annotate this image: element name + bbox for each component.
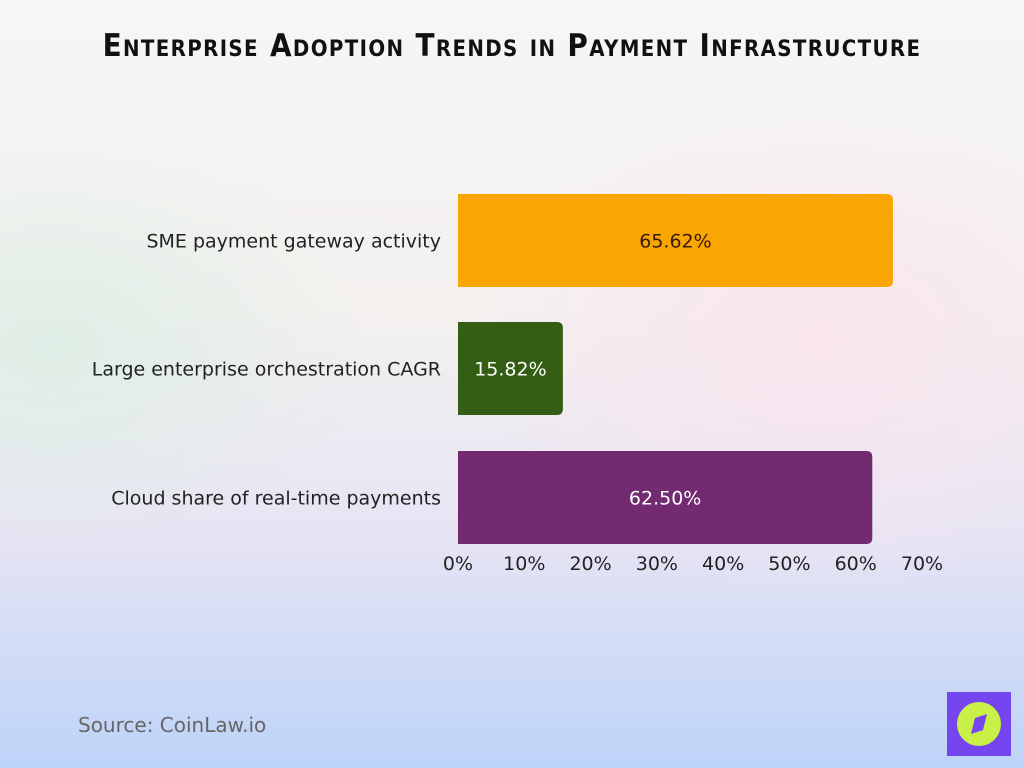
bar xyxy=(458,194,893,287)
x-tick-label: 10% xyxy=(503,553,545,575)
data-label: 15.82% xyxy=(474,359,546,381)
x-tick-label: 40% xyxy=(702,553,744,575)
x-tick-label: 0% xyxy=(443,553,473,575)
compass-icon xyxy=(957,702,1001,746)
x-tick-label: 30% xyxy=(636,553,678,575)
x-tick-label: 20% xyxy=(569,553,611,575)
data-label: 65.62% xyxy=(639,231,711,253)
data-label: 62.50% xyxy=(629,488,701,510)
logo xyxy=(947,692,1011,756)
x-tick-label: 70% xyxy=(901,553,943,575)
x-tick-label: 60% xyxy=(835,553,877,575)
x-tick-label: 50% xyxy=(768,553,810,575)
bar xyxy=(458,322,563,415)
chart-title: Enterprise Adoption Trends in Payment In… xyxy=(102,28,922,64)
category-label: SME payment gateway activity xyxy=(146,231,441,253)
bar xyxy=(458,451,873,544)
category-label: Cloud share of real-time payments xyxy=(111,488,441,510)
source-label: Source: CoinLaw.io xyxy=(78,713,267,737)
category-label: Large enterprise orchestration CAGR xyxy=(92,359,441,381)
